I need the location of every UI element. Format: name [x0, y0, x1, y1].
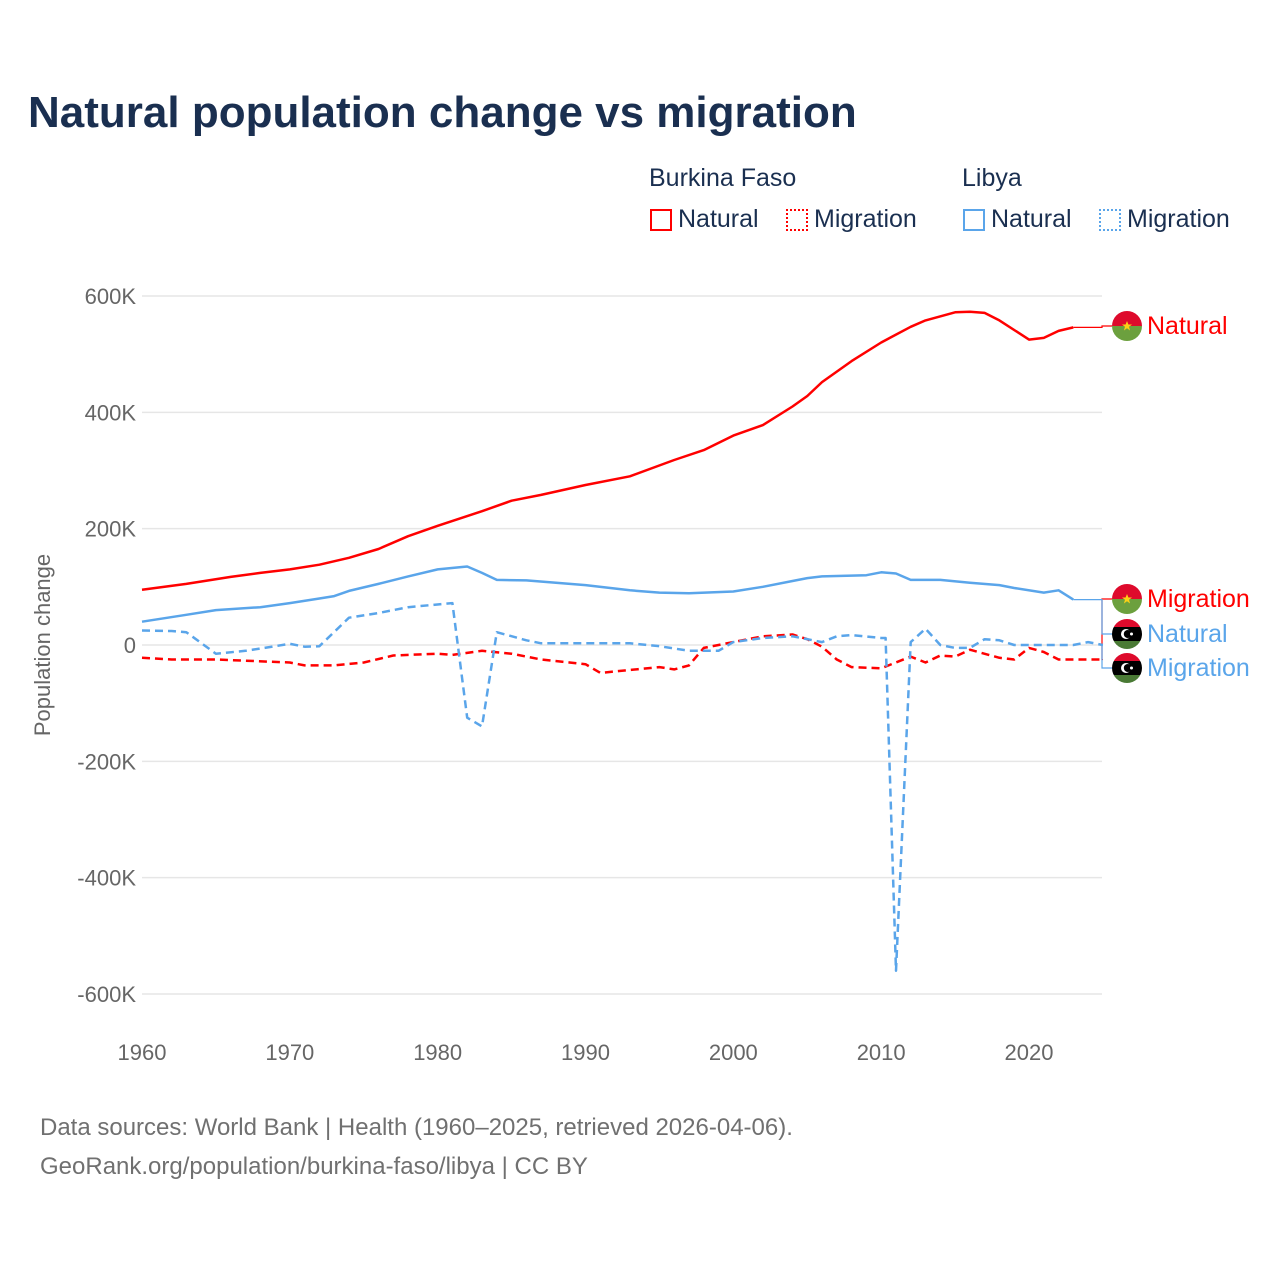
flag-body	[1112, 619, 1142, 649]
star-icon	[1130, 666, 1133, 670]
flag-stripe	[1112, 599, 1142, 614]
y-axis-label: Population change	[30, 554, 55, 736]
legend-libya-natural[interactable]: Natural	[963, 205, 1072, 234]
x-tick-label: 2000	[709, 1040, 758, 1065]
burkina-faso-flag-icon	[1112, 584, 1142, 614]
legend-country-burkina: Burkina Faso	[649, 164, 797, 192]
star-icon	[1122, 321, 1132, 331]
flag-body	[1112, 653, 1142, 683]
legend-swatch-solid	[650, 208, 672, 231]
legend-label: Natural	[678, 205, 759, 233]
series-end-label: Natural	[1147, 312, 1228, 340]
legend-label: Migration	[814, 205, 917, 233]
series-line-libya-migration	[141, 601, 1104, 972]
series-line-libya-natural	[141, 565, 1074, 623]
flag-stripe	[1112, 653, 1142, 661]
burkina-faso-flag-icon	[1112, 311, 1142, 341]
libya-flag-icon	[1112, 619, 1142, 649]
flag-stripe	[1112, 675, 1142, 683]
series-line-burkina-natural	[141, 310, 1074, 591]
flag-stripe	[1112, 311, 1142, 326]
flag-stripe	[1112, 641, 1142, 649]
label-connector	[1073, 325, 1112, 329]
flag-body	[1112, 584, 1142, 614]
flag-stripe	[1112, 619, 1142, 627]
y-tick-label: 600K	[85, 284, 137, 309]
x-tick-label: 2020	[1005, 1040, 1054, 1065]
series-end-label: Migration	[1147, 585, 1250, 613]
crescent-cut	[1123, 630, 1132, 638]
label-connector	[1101, 644, 1112, 669]
chart-title: Natural population change vs migration	[28, 88, 857, 137]
x-tick-label: 1980	[413, 1040, 462, 1065]
legend-libya-migration[interactable]: Migration	[1099, 205, 1230, 234]
label-connector	[1073, 599, 1112, 635]
star-icon	[1122, 594, 1132, 604]
legend-swatch-solid	[963, 208, 985, 231]
x-tick-label: 1970	[265, 1040, 314, 1065]
x-tick-label: 1960	[118, 1040, 167, 1065]
legend-country-libya: Libya	[962, 164, 1022, 192]
y-tick-label: 0	[124, 633, 136, 658]
libya-flag-icon	[1112, 653, 1142, 683]
y-tick-label: 400K	[85, 400, 137, 425]
flag-stripe	[1112, 584, 1142, 599]
y-tick-label: 200K	[85, 517, 137, 542]
legend-swatch-dotted	[1099, 208, 1121, 231]
label-connector	[1101, 598, 1112, 661]
flag-body	[1112, 311, 1142, 341]
legend-burkina-migration[interactable]: Migration	[786, 205, 917, 234]
source-line-1: Data sources: World Bank | Health (1960–…	[40, 1114, 793, 1141]
legend-label: Natural	[991, 205, 1072, 233]
legend-burkina-natural[interactable]: Natural	[650, 205, 759, 234]
series-end-label: Natural	[1147, 620, 1228, 648]
star-icon	[1130, 632, 1133, 636]
series-line-burkina-migration	[141, 633, 1103, 675]
y-tick-label: -200K	[77, 749, 136, 774]
crescent-cut	[1123, 664, 1132, 672]
x-tick-label: 1990	[561, 1040, 610, 1065]
legend-label: Migration	[1127, 205, 1230, 233]
series-end-label: Migration	[1147, 654, 1250, 682]
x-tick-label: 2010	[857, 1040, 906, 1065]
source-line-2[interactable]: GeoRank.org/population/burkina-faso/liby…	[40, 1153, 588, 1180]
flag-stripe	[1112, 326, 1142, 341]
source-note: Data sources: World Bank | Health (1960–…	[40, 1108, 793, 1186]
y-tick-label: -600K	[77, 982, 136, 1007]
y-tick-label: -400K	[77, 866, 136, 891]
legend-swatch-dotted	[786, 208, 808, 231]
